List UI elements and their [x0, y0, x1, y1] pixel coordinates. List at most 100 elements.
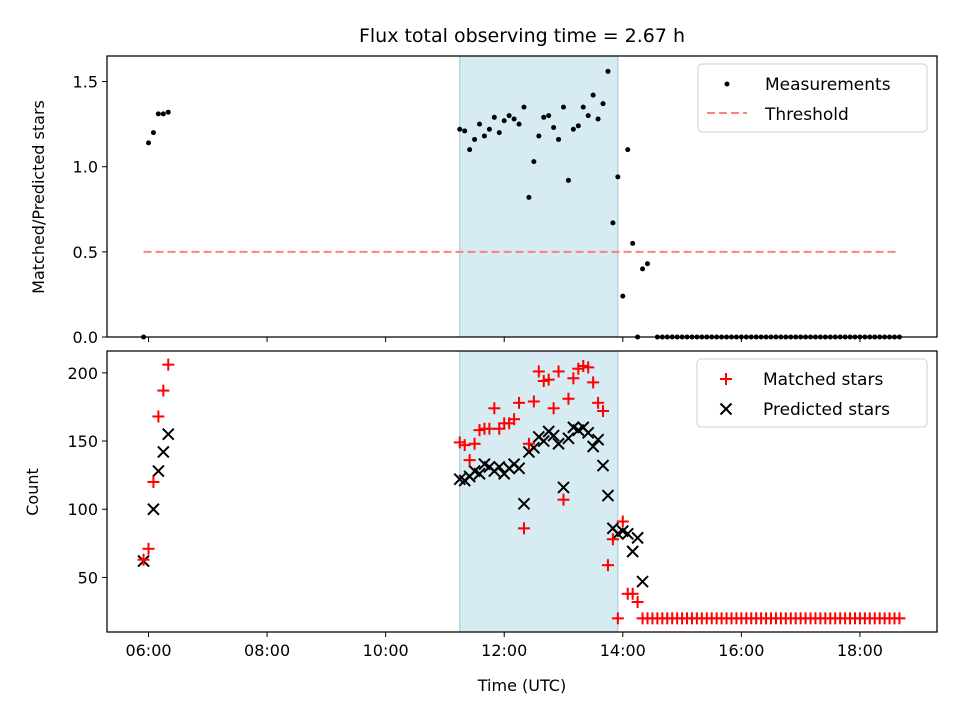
top-legend-box — [697, 63, 928, 133]
matched-star-point — [527, 395, 540, 408]
bottom-shaded-span — [459, 350, 619, 633]
matched-star-point — [458, 439, 471, 452]
matched-star-point — [616, 515, 629, 528]
predicted-star-point — [591, 433, 605, 446]
measurement-point — [640, 266, 646, 272]
top-y-ticks: 0.0 0.5 1.0 1.5 — [73, 73, 107, 347]
predicted-star-point — [547, 429, 560, 442]
legend-measurements-label: Measurements — [765, 75, 891, 95]
predicted-star-point — [512, 462, 526, 475]
x-tick-label: 10:00 — [363, 641, 409, 660]
measurement-point — [511, 116, 517, 122]
predicted-star-point — [631, 531, 644, 545]
top-x-ticks — [148, 337, 861, 342]
bottom-y-axis-label: Count — [23, 468, 42, 516]
matched-star-point — [517, 522, 530, 535]
x-tick-label: 08:00 — [244, 641, 290, 660]
predicted-star-point — [493, 460, 506, 474]
x-tick-label: 16:00 — [718, 641, 764, 660]
matched-star-point — [508, 413, 521, 426]
measurement-point — [610, 220, 616, 226]
y-tick-label: 0.5 — [73, 243, 98, 262]
x-tick-label: 06:00 — [125, 641, 171, 660]
predicted-star-point — [596, 459, 610, 472]
measurement-point — [565, 177, 571, 183]
measurement-point — [546, 113, 552, 119]
predicted-star-point — [636, 575, 649, 588]
bottom-y-ticks: 50 100 150 200 — [67, 364, 107, 587]
measurement-point — [501, 118, 507, 124]
y-tick-label: 200 — [67, 364, 98, 383]
legend-measurements-marker — [724, 81, 730, 87]
predicted-star-point — [586, 440, 600, 453]
y-tick-label: 0.0 — [73, 328, 98, 347]
matched-star-point — [567, 372, 580, 385]
measurement-point — [541, 114, 547, 120]
y-tick-label: 50 — [78, 568, 98, 587]
predicted-star-point — [552, 437, 565, 450]
figure-title: Flux total observing time = 2.67 h — [359, 25, 685, 47]
bottom-x-ticks: 06:00 08:00 10:00 12:00 14:00 16:00 18:00 — [125, 632, 883, 660]
matched-star-point — [542, 373, 555, 386]
matched-star-point — [611, 612, 624, 625]
measurement-point — [531, 159, 537, 165]
predicted-star-point — [147, 503, 160, 516]
measurement-point — [625, 147, 631, 153]
top-legend: Measurements Threshold — [697, 63, 928, 133]
legend-threshold-label: Threshold — [764, 105, 849, 125]
y-tick-label: 1.5 — [73, 73, 98, 92]
predicted-star-point — [517, 497, 531, 510]
y-tick-label: 100 — [67, 500, 98, 519]
legend-predicted-marker — [719, 402, 733, 416]
matched-star-point — [157, 384, 170, 397]
measurement-point — [605, 68, 611, 74]
measurement-point — [165, 109, 171, 115]
measurement-point — [146, 140, 151, 146]
matched-star-point — [582, 361, 595, 374]
measurement-point — [526, 194, 532, 200]
matched-star-point — [137, 553, 150, 566]
bottom-legend-box — [696, 358, 928, 428]
predicted-stars-points — [137, 421, 649, 588]
measurement-point — [467, 147, 473, 153]
predicted-star-point — [152, 464, 165, 478]
matched-star-point — [532, 365, 545, 378]
y-tick-label: 150 — [67, 432, 98, 451]
predicted-star-point — [601, 489, 615, 502]
matched-star-point — [152, 410, 165, 423]
measurement-point — [155, 111, 161, 117]
matched-star-point — [142, 542, 155, 555]
predicted-star-point — [562, 432, 575, 445]
x-tick-label: 18:00 — [837, 641, 883, 660]
matched-star-point — [547, 402, 560, 415]
matched-stars-points — [137, 358, 906, 625]
predicted-star-point — [626, 545, 639, 558]
predicted-star-point — [537, 434, 550, 448]
measurement-point — [150, 130, 156, 136]
bottom-legend: Matched stars Predicted stars — [696, 358, 928, 428]
bottom-axes-frame — [106, 350, 938, 633]
matched-star-point — [562, 392, 575, 405]
matched-star-point — [488, 402, 501, 415]
matched-star-point — [147, 475, 160, 488]
y-tick-label: 1.0 — [73, 158, 98, 177]
predicted-star-point — [473, 467, 486, 480]
x-axis-label: Time (UTC) — [477, 676, 566, 695]
measurement-point — [561, 104, 566, 110]
measurement-point — [506, 113, 512, 119]
matched-star-point — [893, 612, 906, 625]
top-y-axis-label: Matched/Predicted stars — [29, 100, 48, 294]
matched-star-point — [631, 595, 644, 608]
measurement-point — [575, 123, 581, 129]
x-tick-label: 14:00 — [600, 641, 646, 660]
top-shaded-span — [459, 55, 619, 338]
x-tick-label: 12:00 — [481, 641, 527, 660]
measurement-point — [516, 121, 522, 127]
measurement-point — [551, 125, 557, 131]
measurement-point — [644, 261, 650, 267]
predicted-star-point — [162, 428, 175, 441]
predicted-star-point — [557, 481, 570, 494]
measurement-point — [496, 130, 502, 136]
measurement-point — [615, 174, 621, 180]
